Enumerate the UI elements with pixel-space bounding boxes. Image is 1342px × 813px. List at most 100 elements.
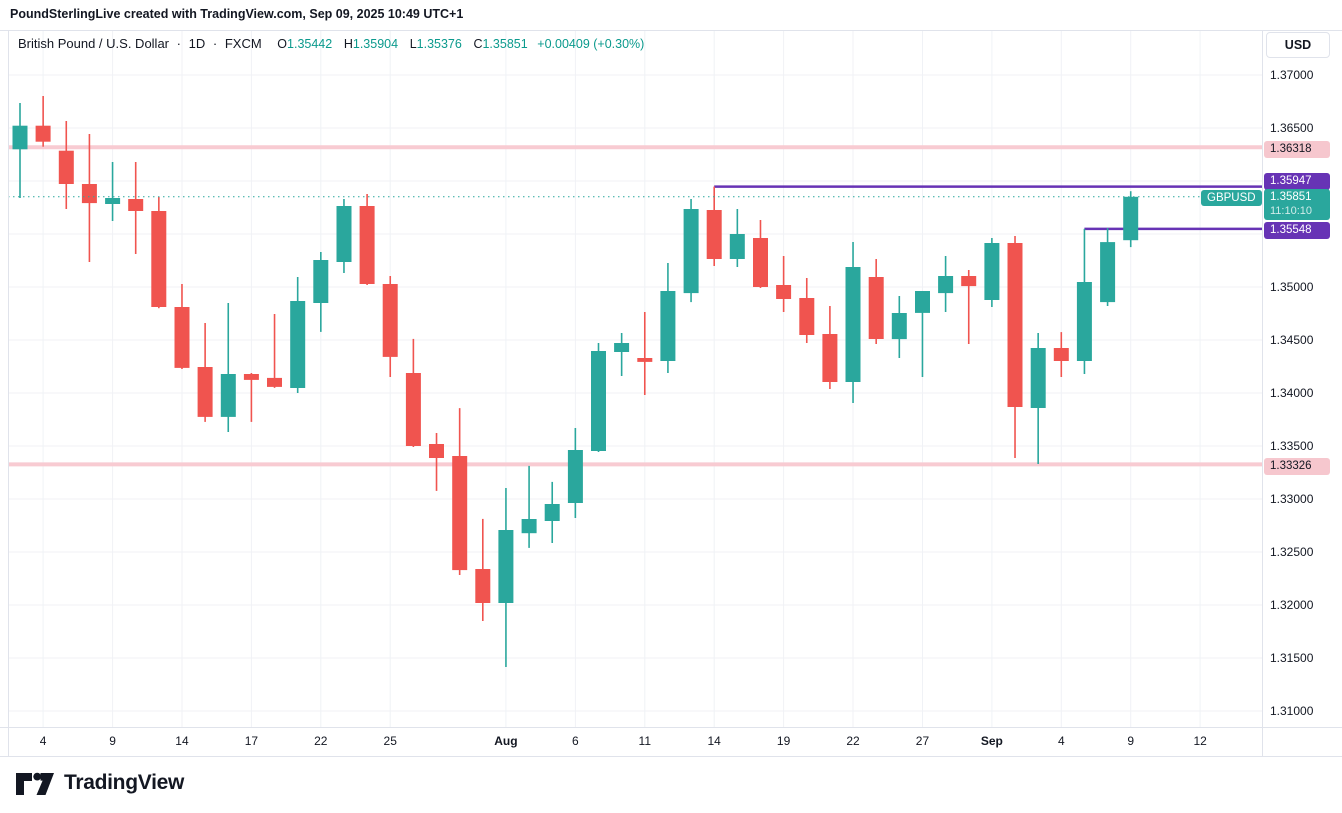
- high-label: H: [343, 37, 353, 51]
- price-axis-label: 1.33000: [1270, 492, 1314, 506]
- time-axis-label: 6: [572, 734, 579, 748]
- time-axis-label: 9: [109, 734, 116, 748]
- price-axis-label: 1.35000: [1270, 280, 1314, 294]
- candle: [429, 433, 444, 491]
- current-price-symbol-tag: GBPUSD: [1201, 190, 1262, 206]
- candle: [81, 134, 97, 262]
- legend-separator-2: ·: [212, 36, 218, 51]
- close-value: 1.35851: [482, 37, 528, 51]
- price-axis-label: 1.32500: [1270, 545, 1314, 559]
- candle: [267, 314, 282, 388]
- sr-price-badge: 1.36318: [1264, 140, 1330, 158]
- candle: [567, 428, 583, 518]
- candle: [1030, 333, 1046, 464]
- candle: [35, 96, 51, 147]
- candle: [660, 263, 676, 373]
- time-axis-label: 22: [846, 734, 860, 748]
- candle: [336, 199, 352, 273]
- candle: [105, 162, 121, 221]
- price-axis-label: 1.31000: [1270, 704, 1314, 718]
- time-axis-label: Aug: [494, 734, 518, 748]
- legend-separator-1: ·: [176, 36, 181, 51]
- candle: [938, 256, 954, 312]
- candle: [1053, 332, 1069, 377]
- candle: [683, 199, 699, 303]
- badge-price: 1.35947: [1270, 175, 1312, 188]
- last-price-badge: 1.35851 11:10:10: [1264, 188, 1330, 220]
- sr-price-badge: 1.33326: [1264, 457, 1330, 475]
- candle: [521, 465, 537, 548]
- time-axis-label: 14: [175, 734, 189, 748]
- change-value: +0.00409 (+0.30%): [537, 37, 645, 51]
- price-axis-label: 1.36500: [1270, 121, 1314, 135]
- level-price-badge: 1.35548: [1264, 222, 1330, 240]
- candle: [174, 284, 190, 369]
- candle: [359, 194, 375, 285]
- badge-price: 1.35548: [1270, 224, 1312, 237]
- panel-borders: [0, 30, 1342, 757]
- time-axis-label: 9: [1127, 734, 1135, 748]
- tradingview-logo-icon: [16, 772, 54, 795]
- candle: [915, 291, 930, 377]
- low-label: L: [409, 37, 417, 51]
- time-axis-label: 4: [39, 734, 47, 748]
- high-value: 1.35904: [352, 37, 399, 51]
- time-axis-label: 14: [707, 734, 721, 748]
- time-axis-label: 12: [1193, 734, 1207, 748]
- time-axis-label: 19: [776, 734, 791, 748]
- low-value: 1.35376: [416, 37, 462, 51]
- close-label: C: [473, 37, 483, 51]
- candle: [151, 197, 167, 309]
- candle: [197, 323, 213, 422]
- currency-usd-button[interactable]: USD: [1266, 32, 1330, 58]
- time-axis-label: 4: [1057, 734, 1065, 748]
- tradingview-logo[interactable]: TradingView: [14, 766, 184, 800]
- time-axis-label: 22: [314, 734, 328, 748]
- price-axis-label: 1.31500: [1270, 651, 1314, 665]
- exchange-label: FXCM: [224, 36, 262, 51]
- candle: [891, 296, 907, 358]
- candle: [614, 333, 630, 376]
- price-axis-label: 1.37000: [1270, 68, 1314, 82]
- price-axis-label: 1.34000: [1270, 386, 1314, 400]
- candle: [591, 343, 606, 452]
- candle: [12, 103, 28, 198]
- candle: [1123, 191, 1139, 248]
- candle: [382, 276, 398, 377]
- candle: [799, 278, 815, 343]
- candle: [128, 162, 144, 254]
- bar-countdown: 11:10:10: [1270, 204, 1313, 217]
- candlestick-series[interactable]: [12, 96, 1139, 667]
- candle: [498, 488, 514, 667]
- candle: [868, 259, 884, 344]
- badge-price: 1.35851: [1270, 190, 1312, 203]
- candle: [753, 220, 768, 288]
- price-axis-label: 1.33500: [1270, 439, 1314, 453]
- open-value: 1.35442: [287, 37, 333, 51]
- gridlines: [8, 30, 1262, 727]
- candle: [313, 252, 329, 332]
- time-axis-label: 25: [383, 734, 397, 748]
- time-axis-label: 17: [244, 734, 259, 748]
- candle: [1007, 236, 1023, 458]
- symbol-name: British Pound / U.S. Dollar: [18, 36, 170, 51]
- candle: [290, 277, 306, 393]
- time-axis-label: Sep: [980, 734, 1003, 748]
- candle: [729, 209, 745, 267]
- candle: [452, 408, 468, 575]
- tradingview-logo-text: TradingView: [64, 771, 185, 794]
- level-price-badge: 1.35947: [1264, 173, 1330, 191]
- badge-price: 1.33326: [1270, 459, 1312, 472]
- interval-label: 1D: [188, 36, 206, 51]
- candle: [961, 270, 977, 344]
- candle: [706, 186, 722, 266]
- time-axis-label: 27: [915, 734, 930, 748]
- candle: [1100, 228, 1116, 306]
- open-label: O: [277, 37, 288, 51]
- candle: [822, 306, 838, 389]
- candle: [58, 121, 74, 209]
- candle: [544, 481, 560, 543]
- price-axis-label: 1.32000: [1270, 598, 1314, 612]
- symbol-legend[interactable]: British Pound / U.S. Dollar · 1D · FXCM …: [18, 36, 644, 51]
